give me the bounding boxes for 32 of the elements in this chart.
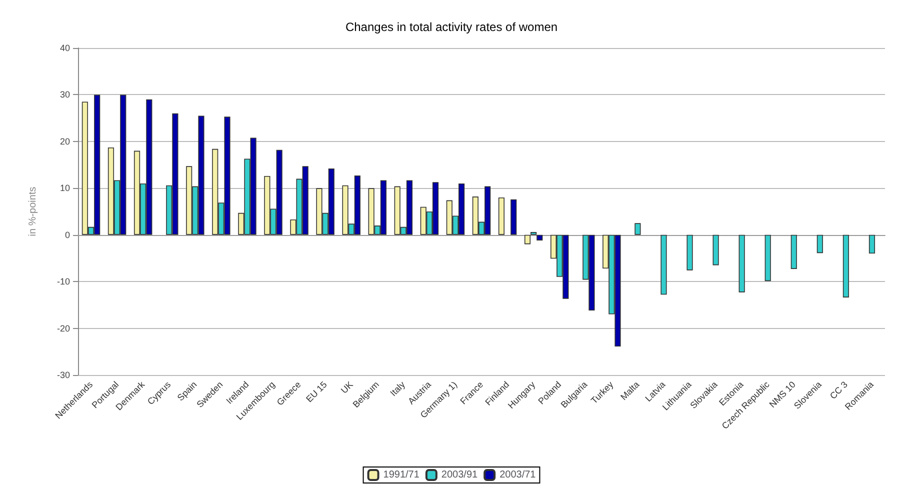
bar bbox=[510, 199, 517, 235]
y-tick-label: 40 bbox=[60, 43, 70, 53]
bar bbox=[686, 234, 693, 270]
bar bbox=[712, 234, 719, 266]
y-tick-label: -20 bbox=[56, 323, 70, 334]
bar bbox=[524, 234, 531, 244]
bar bbox=[634, 223, 641, 235]
y-tick-label: -10 bbox=[56, 276, 70, 287]
y-tick-label: 20 bbox=[60, 136, 70, 146]
legend-label: 1991/71 bbox=[383, 470, 420, 480]
bar bbox=[764, 234, 771, 282]
x-tick-label: CC 3 bbox=[828, 379, 850, 402]
bar bbox=[842, 234, 849, 298]
bar bbox=[790, 234, 797, 269]
y-tick-label: 30 bbox=[60, 90, 70, 100]
bar bbox=[738, 234, 745, 292]
x-tick-label: UK bbox=[338, 379, 355, 396]
bar bbox=[530, 232, 537, 235]
y-tick-label: 10 bbox=[60, 183, 70, 194]
chart-title: Changes in total activity rates of women bbox=[345, 20, 558, 34]
y-tick-label: -30 bbox=[56, 370, 70, 380]
x-tick-label: Italy bbox=[388, 379, 408, 398]
bar bbox=[536, 234, 543, 240]
bar bbox=[868, 234, 876, 254]
y-axis-title: in %-points bbox=[28, 186, 38, 236]
bar bbox=[498, 197, 504, 235]
x-tick-label: EU 15 bbox=[304, 379, 329, 404]
legend-label: 2003/71 bbox=[500, 470, 536, 480]
legend-label: 2003/91 bbox=[441, 470, 478, 480]
bar bbox=[660, 234, 667, 295]
bar bbox=[816, 234, 823, 254]
y-tick-label: 0 bbox=[64, 230, 70, 240]
